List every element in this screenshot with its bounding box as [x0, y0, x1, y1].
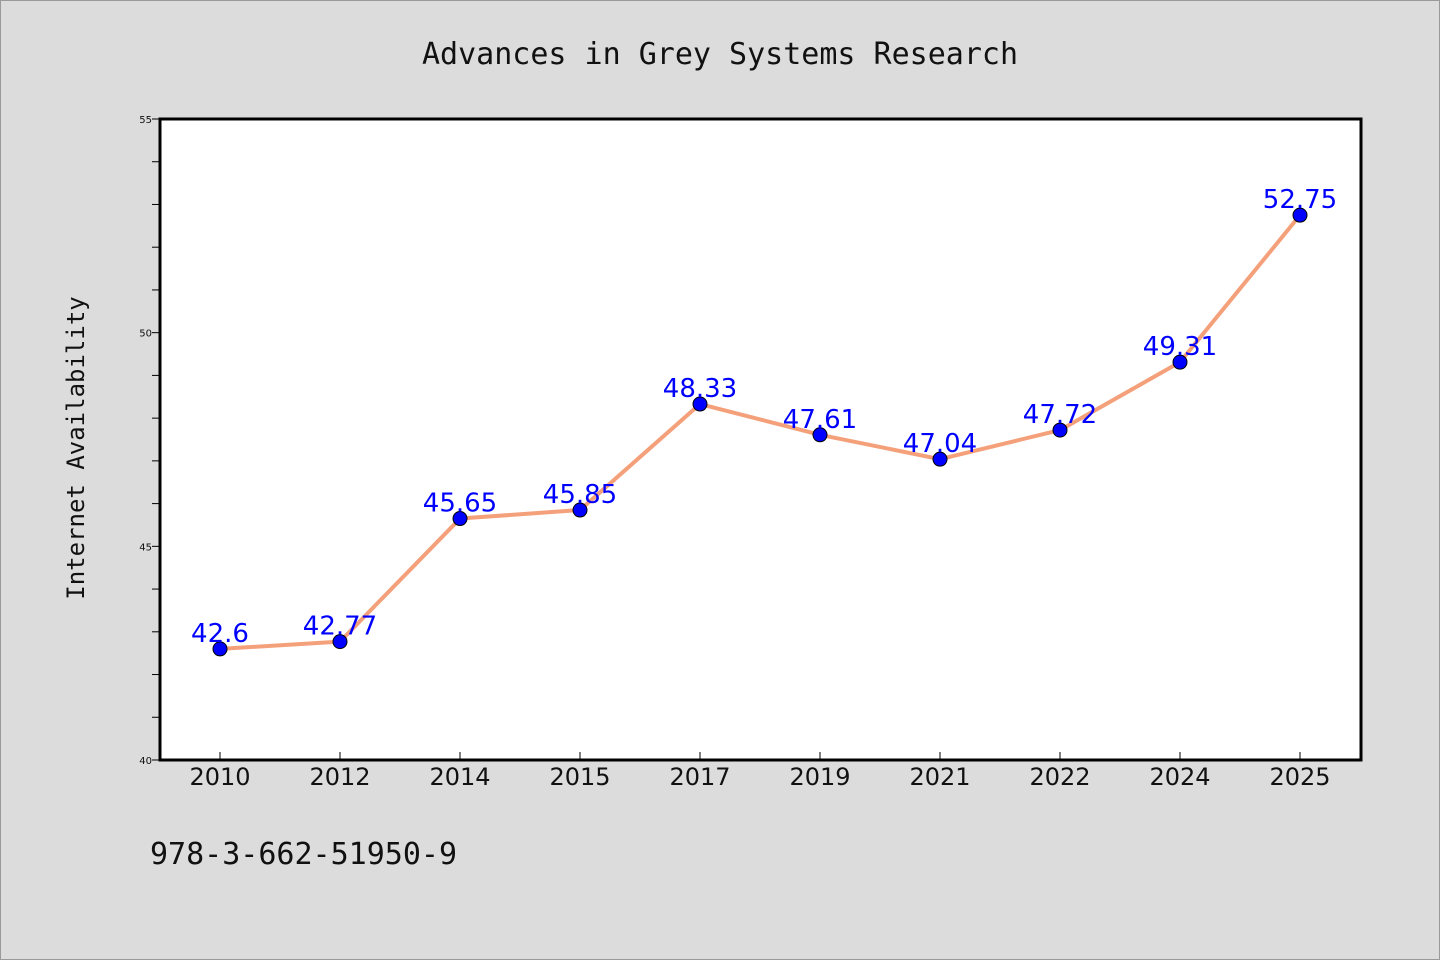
data-point — [1292, 207, 1308, 223]
data-label: 47.61 — [783, 405, 857, 435]
data-point — [692, 396, 708, 412]
data-label: 48.33 — [663, 374, 737, 404]
data-point — [332, 634, 348, 650]
series-line-group — [219, 213, 1302, 651]
x-tick-label: 2021 — [909, 763, 970, 791]
data-markers — [212, 207, 1308, 657]
data-label: 52.75 — [1263, 185, 1337, 215]
y-axis-label: Internet Availability — [62, 296, 90, 599]
isbn-footnote: 978-3-662-51950-9 — [150, 837, 457, 872]
data-label: 42.77 — [303, 612, 377, 642]
plot-area — [158, 117, 1363, 762]
y-tick-label: 50 — [139, 329, 152, 340]
y-tick-label: 40 — [139, 756, 152, 767]
data-point — [572, 502, 588, 518]
x-tick-label: 2017 — [669, 763, 730, 791]
data-point — [212, 641, 228, 657]
data-point — [932, 451, 948, 467]
x-tick-label: 2022 — [1029, 763, 1090, 791]
data-point — [1052, 422, 1068, 438]
data-labels: 42.6 42.77 45.65 45.85 48.33 47.61 47.04 47.72 4… — [191, 185, 1337, 649]
data-label: 49.31 — [1143, 332, 1217, 362]
x-tick-label: 2014 — [429, 763, 490, 791]
data-label: 42.6 — [191, 619, 249, 649]
series-line — [219, 213, 1302, 651]
y-tick-label: 55 — [139, 115, 152, 126]
x-tick-label: 2025 — [1269, 763, 1330, 791]
data-point — [1172, 354, 1188, 370]
y-axis-ticks: 40 45 50 55 — [139, 115, 160, 767]
x-tick-label: 2024 — [1149, 763, 1210, 791]
data-label: 47.04 — [903, 429, 977, 459]
data-label: 45.65 — [423, 489, 497, 519]
data-point — [812, 427, 828, 443]
data-label: 45.85 — [543, 480, 617, 510]
chart-title: Advances in Grey Systems Research — [422, 37, 1018, 72]
x-tick-label: 2012 — [309, 763, 370, 791]
data-label: 47.72 — [1023, 400, 1097, 430]
y-tick-label: 45 — [139, 542, 152, 553]
x-tick-label: 2010 — [189, 763, 250, 791]
x-tick-label: 2015 — [549, 763, 610, 791]
x-axis-ticks: 2010 2012 2014 2015 2017 2019 2021 2022 2024 2025 — [189, 752, 1331, 791]
x-tick-label: 2019 — [789, 763, 850, 791]
data-point — [452, 511, 468, 527]
